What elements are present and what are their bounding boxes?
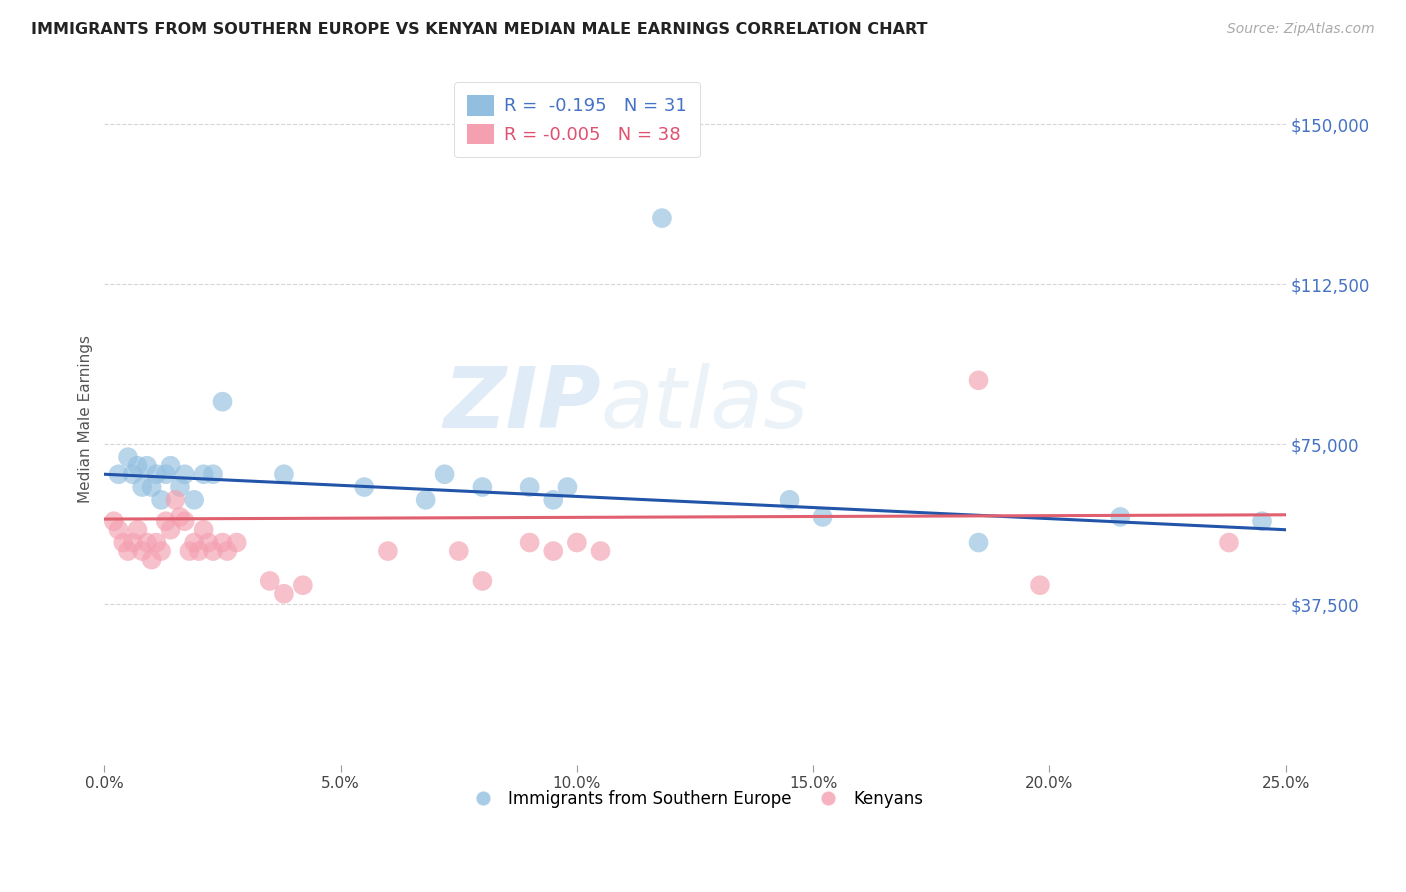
Point <box>651 211 673 226</box>
Point <box>967 535 990 549</box>
Point <box>291 578 314 592</box>
Point <box>543 544 565 558</box>
Point <box>197 535 219 549</box>
Point <box>967 373 990 387</box>
Point <box>273 587 295 601</box>
Point <box>155 514 177 528</box>
Point <box>150 492 173 507</box>
Point <box>121 467 143 482</box>
Point <box>557 480 579 494</box>
Point <box>169 480 191 494</box>
Point <box>811 510 834 524</box>
Point <box>217 544 239 558</box>
Point <box>107 523 129 537</box>
Point <box>169 510 191 524</box>
Text: IMMIGRANTS FROM SOUTHERN EUROPE VS KENYAN MEDIAN MALE EARNINGS CORRELATION CHART: IMMIGRANTS FROM SOUTHERN EUROPE VS KENYA… <box>31 22 928 37</box>
Point <box>107 467 129 482</box>
Point <box>131 480 153 494</box>
Point <box>159 523 181 537</box>
Point <box>159 458 181 473</box>
Point <box>131 544 153 558</box>
Point <box>193 523 215 537</box>
Y-axis label: Median Male Earnings: Median Male Earnings <box>79 334 93 503</box>
Point <box>145 535 167 549</box>
Text: atlas: atlas <box>600 363 808 446</box>
Point <box>1109 510 1132 524</box>
Point <box>471 574 494 588</box>
Legend: Immigrants from Southern Europe, Kenyans: Immigrants from Southern Europe, Kenyans <box>460 784 931 815</box>
Point <box>183 492 205 507</box>
Point <box>1029 578 1052 592</box>
Point <box>145 467 167 482</box>
Point <box>259 574 281 588</box>
Point <box>779 492 801 507</box>
Point <box>103 514 125 528</box>
Point <box>202 544 225 558</box>
Point <box>141 552 163 566</box>
Point <box>353 480 375 494</box>
Point <box>117 544 139 558</box>
Point <box>150 544 173 558</box>
Point <box>117 450 139 465</box>
Point <box>211 394 233 409</box>
Text: Source: ZipAtlas.com: Source: ZipAtlas.com <box>1227 22 1375 37</box>
Text: ZIP: ZIP <box>443 363 600 446</box>
Point <box>447 544 470 558</box>
Point <box>225 535 247 549</box>
Point <box>519 535 541 549</box>
Point <box>165 492 187 507</box>
Point <box>127 458 149 473</box>
Point <box>202 467 225 482</box>
Point <box>273 467 295 482</box>
Point <box>183 535 205 549</box>
Point <box>1218 535 1240 549</box>
Point <box>377 544 399 558</box>
Point <box>1251 514 1274 528</box>
Point <box>173 467 195 482</box>
Point <box>211 535 233 549</box>
Point <box>471 480 494 494</box>
Point <box>589 544 612 558</box>
Point <box>565 535 588 549</box>
Point <box>193 467 215 482</box>
Point <box>112 535 135 549</box>
Point <box>121 535 143 549</box>
Point <box>179 544 201 558</box>
Point <box>543 492 565 507</box>
Point <box>135 458 157 473</box>
Point <box>155 467 177 482</box>
Point <box>415 492 437 507</box>
Point <box>433 467 456 482</box>
Point <box>135 535 157 549</box>
Point <box>141 480 163 494</box>
Point <box>187 544 209 558</box>
Point <box>173 514 195 528</box>
Point <box>519 480 541 494</box>
Point <box>127 523 149 537</box>
